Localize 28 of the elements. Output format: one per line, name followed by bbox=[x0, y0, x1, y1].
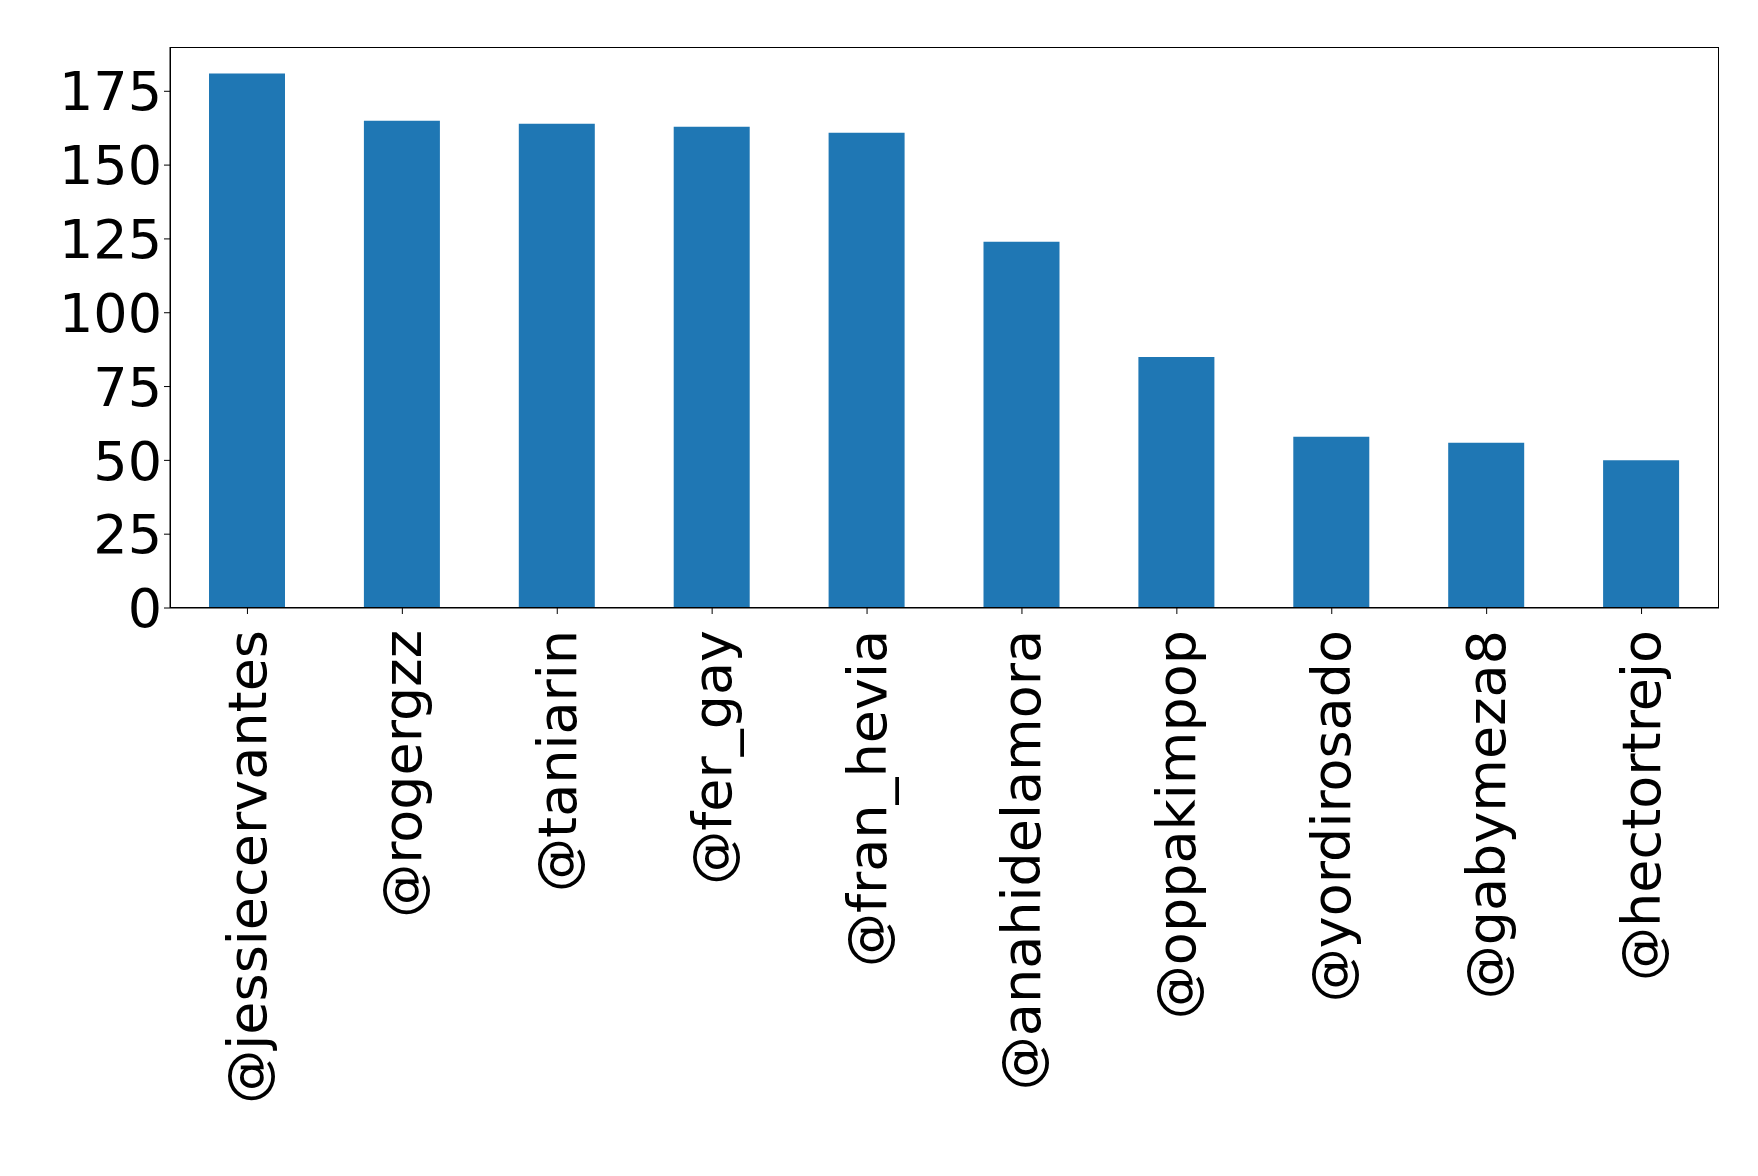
x-tick-label: @jessiecervantes bbox=[215, 630, 279, 1104]
x-tick-label: @taniarin bbox=[525, 630, 589, 893]
x-tick-label: @yordirosado bbox=[1300, 630, 1364, 1003]
bar bbox=[1138, 357, 1215, 608]
y-tick-label: 0 bbox=[127, 577, 162, 641]
y-tick-label: 50 bbox=[93, 429, 162, 493]
bar bbox=[1293, 436, 1370, 608]
y-tick-label: 175 bbox=[58, 60, 162, 124]
y-tick-label: 25 bbox=[93, 503, 162, 567]
x-tick-label: @hectortrejo bbox=[1610, 630, 1674, 981]
x-tick-label: @fran_hevia bbox=[835, 630, 899, 968]
y-tick-label: 125 bbox=[58, 208, 162, 272]
bar bbox=[1448, 442, 1525, 608]
x-tick-label: @fer_gay bbox=[680, 630, 744, 885]
bar bbox=[1603, 460, 1680, 608]
y-tick-label: 75 bbox=[93, 355, 162, 419]
bar bbox=[209, 73, 285, 608]
x-tick-label: @gabymeza8 bbox=[1455, 630, 1519, 1000]
x-tick-label: @anahidelamora bbox=[990, 630, 1054, 1091]
x-tick-label: @oppakimpop bbox=[1145, 630, 1209, 1020]
y-tick-label: 100 bbox=[58, 281, 162, 345]
x-tick-label: @rogergzz bbox=[370, 630, 434, 918]
bar bbox=[673, 126, 750, 608]
y-tick-label: 150 bbox=[58, 134, 162, 198]
bar bbox=[983, 241, 1060, 608]
bar bbox=[828, 132, 905, 608]
bar bbox=[518, 123, 595, 608]
bar bbox=[363, 120, 440, 608]
